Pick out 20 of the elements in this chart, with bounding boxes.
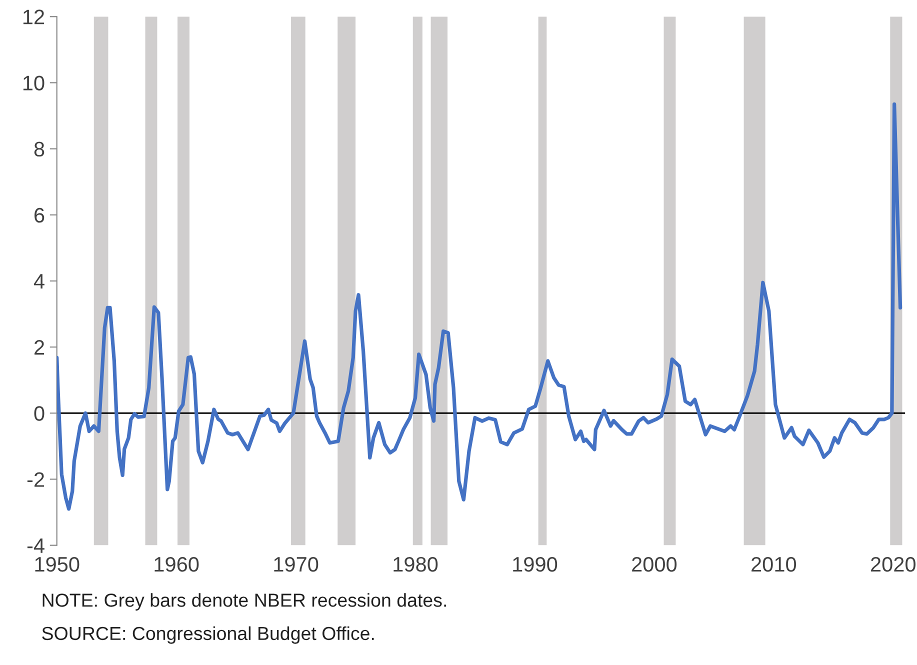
x-tick-label: 1960 [154,556,199,572]
y-tick-label: -4 [27,538,44,553]
x-tick-label: 2010 [752,556,796,572]
y-tick-label: 8 [34,142,44,157]
source-note: SOURCE: Congressional Budget Office. [42,626,374,644]
y-tick-label: 6 [34,208,44,223]
y-tick-label: 4 [34,274,44,289]
x-tick-label: 2000 [632,556,677,572]
text: NOTE: Grey bars denote NBER recession dates. [42,593,446,611]
y-tick-label: 0 [34,406,44,421]
y-tick-label: -2 [27,472,44,487]
y-tick-label: 12 [23,10,44,24]
x-tick-label: 1970 [274,556,318,572]
line-series [56,102,902,511]
y-tick-label: 2 [34,340,44,355]
y-tick-label: 10 [23,76,44,90]
x-tick-label: 1950 [35,556,80,572]
x-tick-label: 2020 [871,556,916,572]
x-tick-label: 1990 [513,556,558,572]
x-tick-label: 1980 [394,556,438,572]
